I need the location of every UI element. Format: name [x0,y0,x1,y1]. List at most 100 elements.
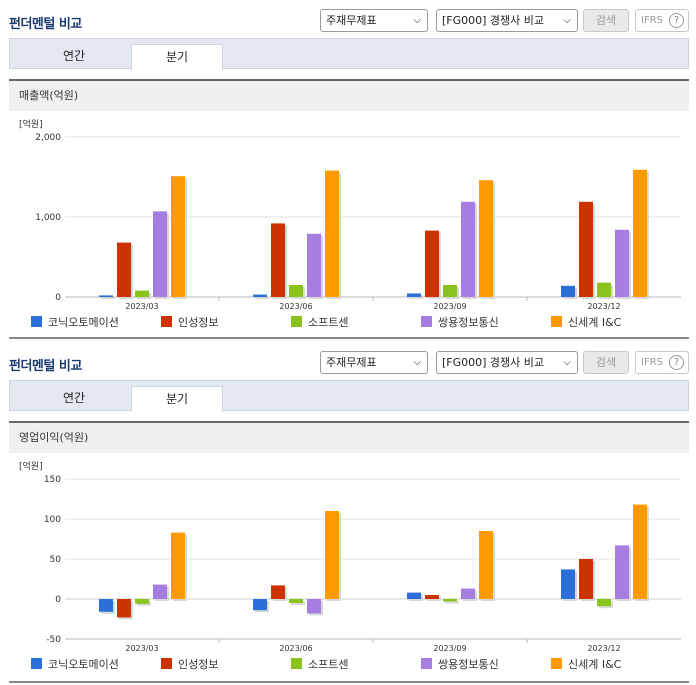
bar[interactable] [425,230,439,297]
search-button[interactable]: 검색 [583,351,629,374]
ifrs-label: IFRS [641,357,663,368]
metric-label: 영업이익(억원) [9,421,689,453]
bar[interactable] [561,569,575,599]
bar[interactable] [271,585,285,599]
legend-entry[interactable]: 쌍용정보통신 [438,658,499,671]
bar[interactable] [579,201,593,297]
bar[interactable] [479,180,493,297]
x-tick-label: 2023/12 [587,644,620,653]
compare-select[interactable]: [FG000] 경쟁사 비교 ⌵ [436,351,578,374]
legend-entry[interactable]: 신세계 I&C [568,316,622,329]
panel-header: 펀더멘털 비교 주재무제표 ⌵ [FG000] 경쟁사 비교 ⌵ 검색 IFRS… [0,0,696,38]
bar[interactable] [117,599,131,618]
legend-swatch [161,658,172,669]
bar[interactable] [117,242,131,297]
chevron-down-icon: ⌵ [563,357,571,368]
period-tabs: 연간 분기 [9,380,689,412]
bar[interactable] [407,293,421,297]
bar[interactable] [253,599,267,611]
bar[interactable] [479,531,493,599]
ifrs-button[interactable]: IFRS ? [635,351,689,374]
bar[interactable] [597,599,611,607]
legend-entry[interactable]: 인성정보 [178,658,218,671]
legend-entry[interactable]: 소프트센 [308,658,348,671]
bar[interactable] [153,211,167,297]
legend-swatch [161,316,172,327]
compare-select-value: [FG000] 경쟁사 비교 [442,14,545,27]
y-tick-label: 0 [55,595,61,605]
bar[interactable] [615,229,629,297]
legend-entry[interactable]: 코닉오토메이션 [48,658,119,671]
bar[interactable] [307,233,321,297]
bar[interactable] [443,599,457,602]
help-icon[interactable]: ? [669,13,684,28]
bar[interactable] [461,201,475,297]
y-tick-label: -50 [46,635,61,645]
bar[interactable] [325,511,339,599]
y-tick-label: 100 [44,515,61,525]
bar[interactable] [461,588,475,599]
chevron-down-icon: ⌵ [413,357,421,368]
bar[interactable] [289,599,303,603]
compare-select-value: [FG000] 경쟁사 비교 [442,356,545,369]
bar[interactable] [579,559,593,599]
x-tick-label: 2023/03 [125,644,158,653]
y-tick-label: 0 [55,293,61,303]
statement-select-value: 주재무제표 [326,14,377,27]
bar[interactable] [307,599,321,614]
tab-quarterly[interactable]: 분기 [131,44,223,70]
bar[interactable] [425,595,439,599]
bar[interactable] [633,169,647,297]
bar-shadow [409,295,423,299]
bar[interactable] [289,285,303,297]
bar[interactable] [615,545,629,599]
y-tick-label: 1,000 [35,213,61,223]
legend-entry[interactable]: 인성정보 [178,316,218,329]
metric-label: 매출액(억원) [9,79,689,111]
bar[interactable] [633,504,647,599]
tab-annual[interactable]: 연간 [62,391,86,405]
tab-annual[interactable]: 연간 [62,49,86,63]
ifrs-button[interactable]: IFRS ? [635,9,689,32]
bar[interactable] [171,176,185,297]
bar[interactable] [561,285,575,297]
help-icon[interactable]: ? [669,355,684,370]
bar[interactable] [325,170,339,297]
bar[interactable] [407,592,421,599]
bar-shadow [255,296,269,299]
bar[interactable] [99,295,113,297]
y-axis-label: [억원] [19,118,43,130]
x-tick-label: 2023/06 [279,302,312,311]
legend-entry[interactable]: 쌍용정보통신 [438,316,499,329]
bar[interactable] [135,599,149,604]
legend-swatch [421,316,432,327]
y-axis-label: [억원] [19,460,43,472]
legend-entry[interactable]: 소프트센 [308,316,348,329]
bar[interactable] [253,294,267,297]
legend-entry[interactable]: 신세계 I&C [568,658,622,671]
compare-select[interactable]: [FG000] 경쟁사 비교 ⌵ [436,9,578,32]
bar[interactable] [597,282,611,297]
tab-quarterly[interactable]: 분기 [131,386,223,412]
legend-swatch [31,316,42,327]
statement-select[interactable]: 주재무제표 ⌵ [320,351,428,374]
bar[interactable] [443,285,457,297]
x-tick-label: 2023/09 [433,302,466,311]
bar[interactable] [153,584,167,599]
bar[interactable] [271,223,285,297]
bar[interactable] [135,290,149,297]
search-button[interactable]: 검색 [583,9,629,32]
chevron-down-icon: ⌵ [563,15,571,26]
bar-shadow [101,297,115,299]
bar[interactable] [171,532,185,599]
bar[interactable] [99,599,113,612]
legend-entry[interactable]: 코닉오토메이션 [48,316,119,329]
operating-profit-chart: [억원] -50 0 50 100 150 2023/03 2023/06 2023/09 202… [19,460,681,671]
bar-shadow [445,601,459,604]
x-tick-label: 2023/12 [587,302,620,311]
statement-select[interactable]: 주재무제표 ⌵ [320,9,428,32]
panel-header: 펀더멘털 비교 주재무제표 ⌵ [FG000] 경쟁사 비교 ⌵ 검색 IFRS… [0,342,696,380]
x-tick-label: 2023/09 [433,644,466,653]
legend-swatch [551,316,562,327]
chevron-down-icon: ⌵ [413,15,421,26]
